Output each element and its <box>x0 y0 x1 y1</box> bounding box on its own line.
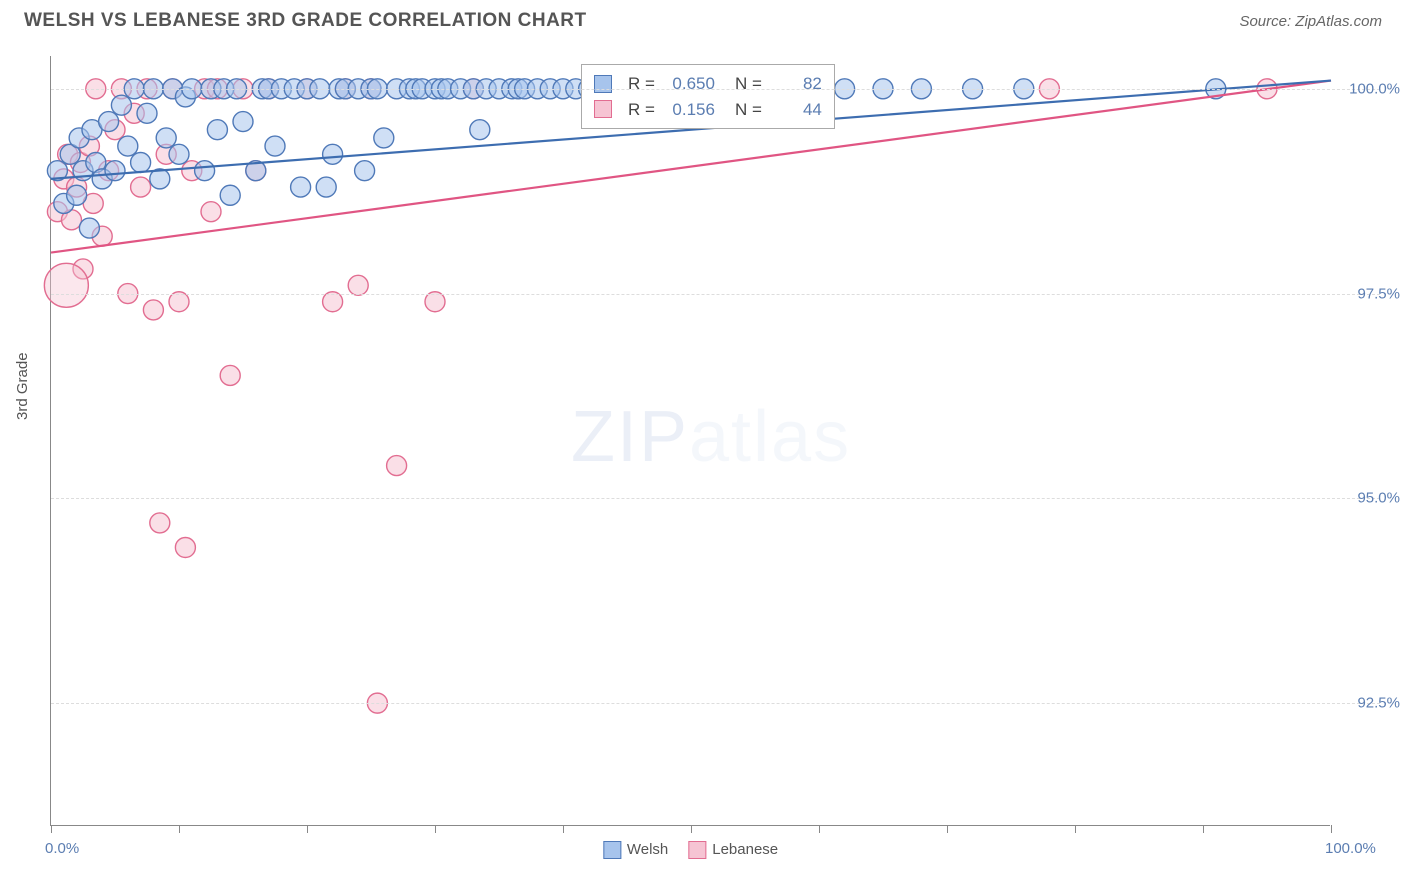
data-point <box>425 292 445 312</box>
data-point <box>105 161 125 181</box>
lebanese-r-value: 0.156 <box>665 97 715 123</box>
data-point <box>44 263 88 307</box>
series-legend: Welsh Lebanese <box>603 841 778 859</box>
chart-title: WELSH VS LEBANESE 3RD GRADE CORRELATION … <box>24 10 587 32</box>
data-point <box>195 161 215 181</box>
data-point <box>374 128 394 148</box>
n-label: N = <box>735 97 762 123</box>
lebanese-swatch-icon <box>688 841 706 859</box>
data-point <box>143 300 163 320</box>
data-point <box>137 103 157 123</box>
data-point <box>201 202 221 222</box>
data-point <box>265 136 285 156</box>
data-point <box>348 275 368 295</box>
plot-area: ZIPatlas R = 0.650 N = 82 R = 0.156 N = … <box>50 56 1330 826</box>
x-tick <box>1075 825 1076 833</box>
y-tick-label: 97.5% <box>1357 285 1400 302</box>
chart-svg <box>51 56 1330 825</box>
y-tick-label: 100.0% <box>1349 80 1400 97</box>
stats-row-welsh: R = 0.650 N = 82 <box>594 71 822 97</box>
data-point <box>169 144 189 164</box>
welsh-n-value: 82 <box>772 71 822 97</box>
x-tick <box>691 825 692 833</box>
data-point <box>169 292 189 312</box>
gridline <box>51 498 1380 499</box>
lebanese-swatch-icon <box>594 100 612 118</box>
data-point <box>323 144 343 164</box>
data-point <box>79 218 99 238</box>
data-point <box>233 112 253 132</box>
data-point <box>150 513 170 533</box>
welsh-swatch-icon <box>594 75 612 93</box>
data-point <box>316 177 336 197</box>
statistics-legend: R = 0.650 N = 82 R = 0.156 N = 44 <box>581 64 835 129</box>
y-tick-label: 92.5% <box>1357 695 1400 712</box>
lebanese-n-value: 44 <box>772 97 822 123</box>
x-tick <box>819 825 820 833</box>
x-tick <box>1331 825 1332 833</box>
data-point <box>131 177 151 197</box>
x-tick-label: 100.0% <box>1325 840 1376 857</box>
legend-item-welsh: Welsh <box>603 841 668 859</box>
gridline <box>51 703 1380 704</box>
data-point <box>67 185 87 205</box>
data-point <box>207 120 227 140</box>
data-point <box>323 292 343 312</box>
data-point <box>131 152 151 172</box>
x-tick <box>307 825 308 833</box>
x-tick <box>179 825 180 833</box>
data-point <box>175 537 195 557</box>
x-tick-label: 0.0% <box>45 840 79 857</box>
data-point <box>470 120 490 140</box>
n-label: N = <box>735 71 762 97</box>
gridline <box>51 89 1380 90</box>
lebanese-legend-label: Lebanese <box>712 841 778 858</box>
r-label: R = <box>628 97 655 123</box>
welsh-legend-label: Welsh <box>627 841 668 858</box>
data-point <box>118 136 138 156</box>
data-point <box>156 128 176 148</box>
welsh-swatch-icon <box>603 841 621 859</box>
r-label: R = <box>628 71 655 97</box>
welsh-r-value: 0.650 <box>665 71 715 97</box>
data-point <box>355 161 375 181</box>
data-point <box>220 365 240 385</box>
legend-item-lebanese: Lebanese <box>688 841 778 859</box>
gridline <box>51 294 1380 295</box>
data-point <box>220 185 240 205</box>
x-tick <box>1203 825 1204 833</box>
x-tick <box>435 825 436 833</box>
y-tick-label: 95.0% <box>1357 490 1400 507</box>
stats-row-lebanese: R = 0.156 N = 44 <box>594 97 822 123</box>
x-tick <box>563 825 564 833</box>
data-point <box>387 456 407 476</box>
y-axis-label: 3rd Grade <box>14 352 31 420</box>
data-point <box>111 95 131 115</box>
x-tick <box>947 825 948 833</box>
x-tick <box>51 825 52 833</box>
data-point <box>99 112 119 132</box>
data-point <box>291 177 311 197</box>
source-attribution: Source: ZipAtlas.com <box>1239 13 1382 30</box>
